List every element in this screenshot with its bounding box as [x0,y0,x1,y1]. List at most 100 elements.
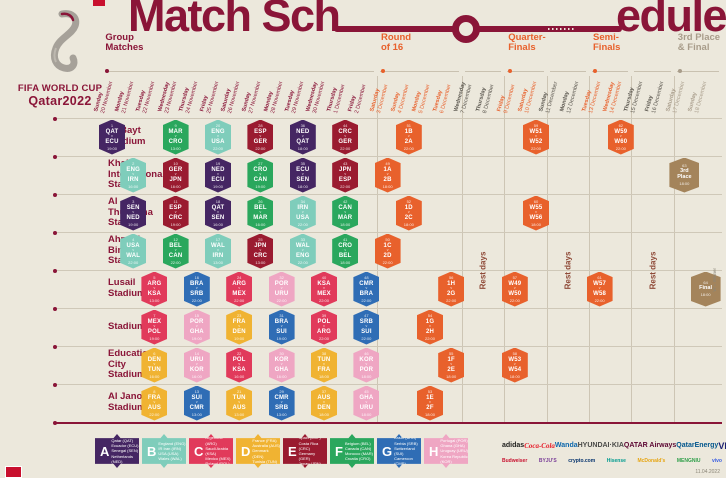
date-label: Thursday 1 December [326,83,347,115]
logo-wordmark-fifa: FIFA WORLD CUP [17,83,103,94]
match-badge: 39 POL v ARG 22:00 [311,309,337,345]
group-legend-D: D France (FRA) Australia (AUS) Denmark (DEN… [236,434,280,468]
sponsor-logo: QatarEnergy [676,442,719,449]
group-team: Denmark (DEN) [252,448,269,459]
group-legend-B: B England (ENG) IR Iran (IRN) USA (USA) Wale… [142,434,186,468]
sponsor-row: adidas Coca-Cola Wanda HYUNDAI·KIA QATAR Air… [502,438,726,453]
column-separator [631,76,633,424]
poster-version-date: 11.04.2022 [695,469,720,475]
match-badge: 25 JPN v CRC 13:00 [247,233,274,269]
date-label: Saturday 3 December [368,83,389,115]
sponsor-logo: VISA [718,440,726,451]
stadium-name: Lusail Stadium [108,277,146,299]
section-underline [464,71,502,72]
match-badge: 21 TUN v AUS 13:00 [226,385,253,421]
match-badge: 19 NED v ECU 19:00 [205,157,231,193]
match-badge: 43 JPN v ESP 22:00 [332,157,359,193]
logo-wordmark-qatar2022: Qatar2022 [28,94,92,108]
stadium-name: Education City Stadium [108,348,154,381]
match-badge: 26 BEL v MAR 16:00 [247,195,274,231]
poster-title-left: Match Sch [128,0,341,41]
match-badge: 42 CAN v MAR 18:00 [332,195,359,231]
match-badge: 59 W51 v W52 22:00 [523,119,549,155]
title-metro-station-icon [452,15,480,43]
fifa-world-cup-logo: FIFA WORLD CUP Qatar2022 [8,4,112,114]
group-team: Korea Republic (KOR) [440,453,468,464]
row-separator [55,232,722,233]
match-badge: 46 KOR v POR 18:00 [353,347,380,383]
sponsor-area: adidas Coca-Cola Wanda HYUNDAI·KIA QATAR Air… [502,438,726,466]
column-separator [504,76,506,424]
date-label: Monday 12 December [559,80,581,115]
group-team: Canada (CAN) [344,445,372,451]
column-separator [589,76,590,424]
sponsor-logo: crypto.com [568,457,596,464]
row-dot [53,230,57,235]
match-badge: 17 WAL v IRN 13:00 [205,233,231,269]
match-badge: 54 1G v 2H 22:00 [417,309,443,345]
match-badge: 61 W57 v W58 22:00 [586,271,613,307]
match-badge: 13 SUI v CMR 13:00 [183,385,210,421]
sponsor-logo: vivo [711,457,722,464]
group-legend-A: A Qatar (QAT) Ecuador (ECU) Senegal (SEN) Ne… [95,434,139,468]
match-badge: 23 FRA v DEN 19:00 [226,309,253,345]
section-dot [677,69,682,73]
sponsor-logo: QATAR Airways [623,442,677,449]
group-letter: E [288,443,297,459]
qatar2022-emblem-icon [50,10,80,72]
sponsor-logo: MENGNIU [676,457,701,464]
poster-title-right: edule [616,0,726,41]
group-legend-H: H Portugal (POR) Ghana (GHA) Uruguay (URU) K… [424,434,468,468]
date-label: Monday 28 November [262,80,284,115]
section-underline [380,71,459,72]
group-letter: D [241,443,251,459]
match-badge: 5 ARG v KSA 13:00 [141,271,168,307]
match-badge: 30 KOR v GHA 16:00 [268,347,295,383]
match-badge: 41 CRO v BEL 18:00 [332,233,359,269]
section-label-group: Group Matches [105,32,144,54]
sponsor-logo: Coca-Cola [524,441,555,450]
group-team: USA (USA) [158,451,179,456]
row-dot [53,306,57,311]
section-underline [549,71,586,72]
group-team: Argentina (ARG) [205,435,223,446]
match-badge: 2 ENG v IRN 16:00 [120,157,147,193]
group-legend-G: G Brazil (BRA) Serbia (SRB) Switzerland (SU… [377,434,421,468]
group-team: Croatia (CRO) [344,456,371,462]
date-label: Wednesday 30 November [305,80,326,115]
row-separator [55,308,722,309]
group-team: Switzerland (SUI) [394,445,415,456]
date-label: Friday 16 December [644,80,666,115]
section-dot [381,69,385,73]
section-label-qf: Quarter- Finals [508,32,546,54]
row-separator [55,118,722,119]
row-dot [53,154,57,159]
group-team: Ecuador (ECU) [111,443,139,449]
group-letter: B [147,443,157,459]
section-dot [593,69,597,73]
group-letter: H [429,443,439,459]
sponsor-logo: Hisense [606,457,626,464]
match-badge: 29 CMR v SRB 13:00 [268,385,295,421]
row-separator [55,384,722,385]
row-separator [55,194,722,195]
match-badge: 31 BRA v SUI 19:00 [268,309,295,345]
section-label-r16: Round of 16 [381,32,412,54]
sponsor-logo: BYJU'S [538,457,557,464]
date-label: Thursday 24 November [178,80,199,115]
column-separator [461,76,463,424]
row-separator [55,346,722,347]
row-dot [53,116,57,121]
match-badge: 62 W59 v W60 22:00 [607,119,634,155]
group-team: Uruguay (URU) [440,448,468,454]
sponsor-logo: Wanda [554,442,578,449]
match-badge: 20 ENG v USA 22:00 [205,119,231,155]
group-team: Germany (GER) [298,451,316,462]
sponsor-row: Budweiser BYJU'S crypto.com Hisense McDonald… [502,455,722,466]
date-label: Thursday 15 December [623,80,644,115]
match-badge: 47 SRB v SUI 22:00 [353,309,380,345]
group-letter: A [100,443,110,459]
match-badge: 38 TUN v FRA 18:00 [311,347,337,383]
row-separator [55,270,722,271]
